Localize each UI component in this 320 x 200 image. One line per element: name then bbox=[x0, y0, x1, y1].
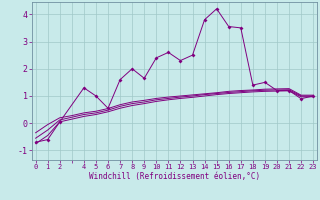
X-axis label: Windchill (Refroidissement éolien,°C): Windchill (Refroidissement éolien,°C) bbox=[89, 172, 260, 181]
